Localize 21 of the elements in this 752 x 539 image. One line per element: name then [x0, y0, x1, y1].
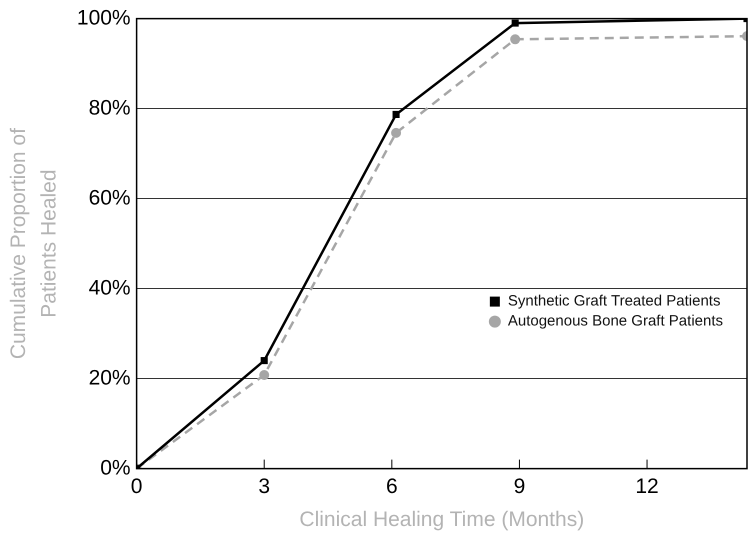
point	[392, 110, 400, 118]
point	[510, 34, 520, 44]
point	[259, 370, 270, 380]
x-axis-title: Clinical Healing Time (Months)	[299, 508, 584, 532]
y-tick-label: 0%	[100, 456, 131, 480]
y-tick-label: 100%	[76, 6, 131, 30]
point	[512, 20, 519, 27]
y-tick-label: 20%	[88, 366, 131, 390]
y-tick-label: 80%	[88, 96, 131, 120]
y-tick-label: 40%	[88, 276, 131, 300]
y-axis-title: Cumulative Proportion of Patients Healed	[7, 128, 60, 360]
x-tick-label: 3	[258, 474, 270, 498]
legend-label: Autogenous Bone Graft Patients	[508, 312, 724, 330]
x-tick-label: 6	[386, 474, 398, 498]
y-tick-label: 60%	[88, 186, 131, 210]
legend-label: Synthetic Graft Treated Patients	[508, 292, 720, 310]
x-tick-label: 9	[514, 474, 526, 498]
x-tick-label: 12	[635, 474, 659, 498]
point	[260, 357, 268, 364]
point	[391, 128, 402, 138]
x-tick-label: 0	[130, 474, 142, 498]
